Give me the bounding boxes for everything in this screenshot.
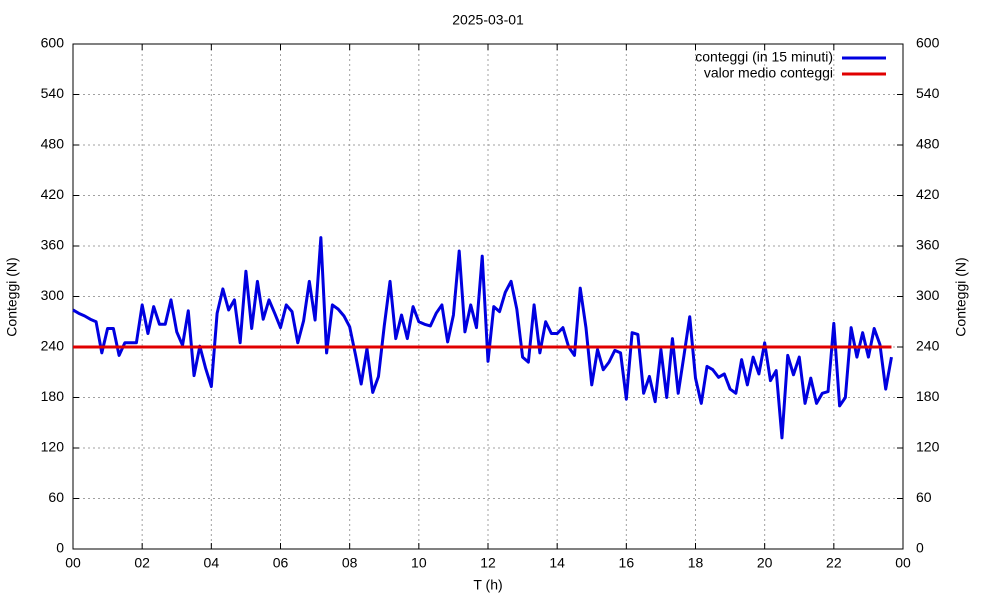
y2-tick-label: 240 bbox=[916, 338, 940, 354]
x-tick-label: 04 bbox=[204, 555, 220, 571]
y-tick-label: 60 bbox=[48, 489, 64, 505]
x-tick-label: 16 bbox=[619, 555, 635, 571]
y2-tick-label: 360 bbox=[916, 237, 940, 253]
y-tick-label: 360 bbox=[41, 237, 65, 253]
y2-tick-label: 180 bbox=[916, 388, 940, 404]
x-tick-label: 18 bbox=[688, 555, 704, 571]
data-line bbox=[72, 236, 893, 440]
x-tick-label: 20 bbox=[757, 555, 773, 571]
y-tick-label: 600 bbox=[41, 35, 65, 51]
y-tick-label: 0 bbox=[56, 540, 64, 556]
y2-tick-label: 600 bbox=[916, 35, 940, 51]
y2-tick-label: 120 bbox=[916, 439, 940, 455]
y2-axis-label: Conteggi (N) bbox=[953, 257, 969, 336]
y2-tick-label: 480 bbox=[916, 136, 940, 152]
y-tick-label: 180 bbox=[41, 388, 65, 404]
x-tick-label: 22 bbox=[826, 555, 842, 571]
x-tick-label: 00 bbox=[65, 555, 81, 571]
y-axis-label: Conteggi (N) bbox=[4, 257, 20, 336]
y-tick-label: 420 bbox=[41, 186, 65, 202]
x-tick-label: 02 bbox=[134, 555, 150, 571]
y-tick-label: 300 bbox=[41, 287, 65, 303]
y2-tick-label: 540 bbox=[916, 85, 940, 101]
legend-label: conteggi (in 15 minuti) bbox=[695, 49, 833, 65]
y-tick-label: 240 bbox=[41, 338, 65, 354]
x-tick-label: 14 bbox=[549, 555, 565, 571]
x-axis-label: T (h) bbox=[473, 577, 502, 593]
x-tick-label: 08 bbox=[342, 555, 358, 571]
x-tick-label: 10 bbox=[411, 555, 427, 571]
x-tick-label: 12 bbox=[480, 555, 496, 571]
plot-frame bbox=[72, 43, 904, 550]
x-tick-label: 06 bbox=[273, 555, 289, 571]
legend-label: valor medio conteggi bbox=[704, 65, 833, 81]
y-tick-label: 540 bbox=[41, 85, 65, 101]
x-tick-label: 00 bbox=[895, 555, 911, 571]
y2-tick-label: 0 bbox=[916, 540, 924, 556]
y-tick-label: 480 bbox=[41, 136, 65, 152]
y-tick-label: 120 bbox=[41, 439, 65, 455]
chart-title: 2025-03-01 bbox=[452, 12, 524, 28]
y2-tick-label: 420 bbox=[916, 186, 940, 202]
y2-tick-label: 60 bbox=[916, 489, 932, 505]
y2-tick-label: 300 bbox=[916, 287, 940, 303]
